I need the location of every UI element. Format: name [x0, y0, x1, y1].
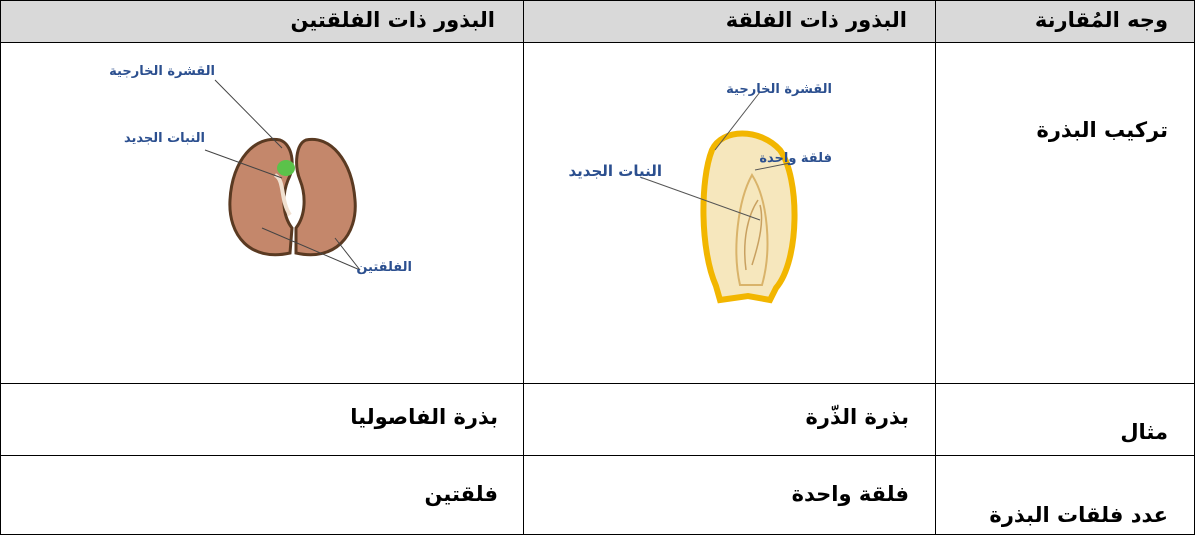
header-text: البذور ذات الفلقة	[725, 8, 907, 32]
diagram-label: النبات الجديد	[569, 162, 663, 180]
diagram-label: النبات الجديد	[124, 131, 205, 146]
header-text: البذور ذات الفلقتين	[290, 8, 495, 32]
bean-diagram: القشرة الخارجية النبات الجديد الفلقتين	[109, 64, 412, 275]
row-label: عدد فلقات البذرة	[989, 503, 1168, 527]
row-label: تركيب البذرة	[1036, 118, 1168, 142]
corn-diagram: القشرة الخارجية فلقة واحدة النبات الجديد	[569, 82, 832, 304]
diagram-label: الفلقتين	[356, 260, 412, 275]
header-text: وجه المُقارنة	[1034, 8, 1168, 32]
cell-text: بذرة الفاصوليا	[350, 405, 498, 429]
cell-text: فلقة واحدة	[791, 482, 909, 506]
diagram-label: فلقة واحدة	[759, 151, 832, 166]
cell-text: فلقتين	[424, 482, 498, 506]
row-label: مثال	[1120, 420, 1168, 444]
diagram-label: القشرة الخارجية	[726, 82, 832, 97]
cell-text: بذرة الذّرة	[805, 405, 909, 429]
header-cell	[0, 0, 524, 43]
header-cell	[523, 0, 936, 43]
diagram-label: القشرة الخارجية	[109, 64, 215, 79]
